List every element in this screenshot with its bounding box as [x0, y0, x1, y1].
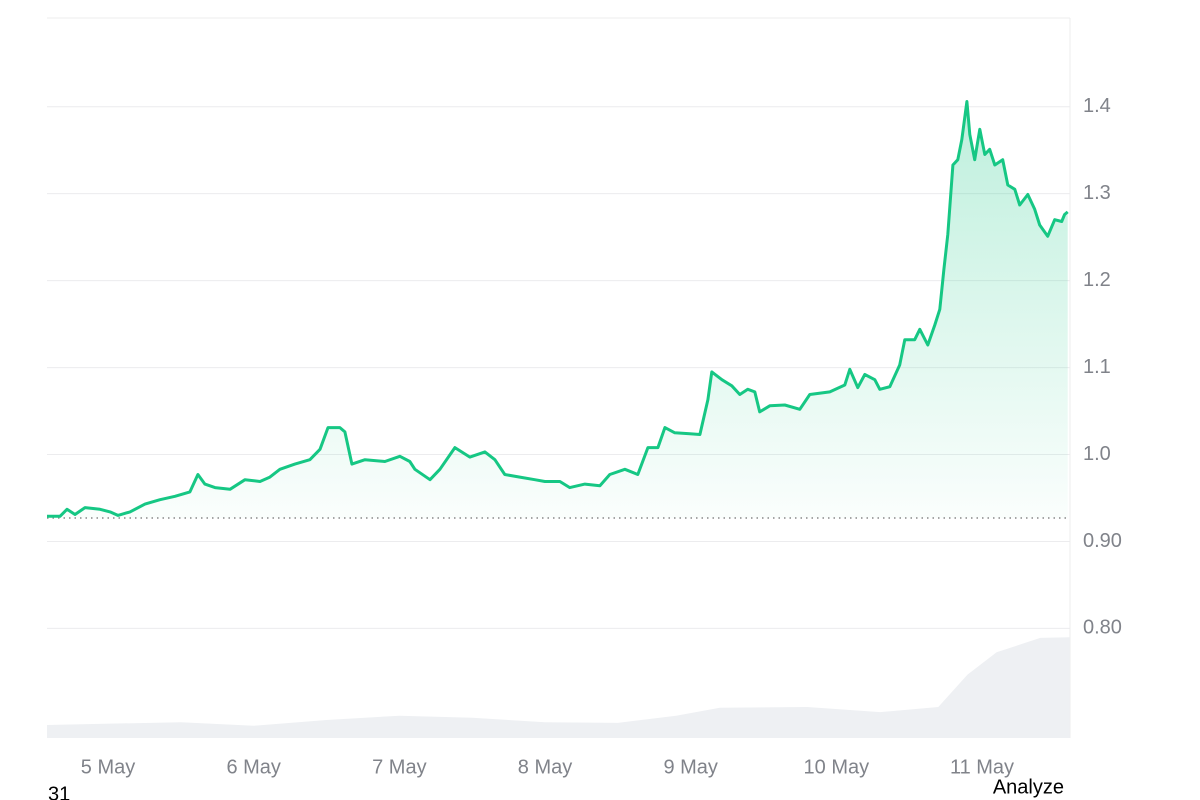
x-tick-label: 6 May — [226, 756, 280, 778]
y-tick-label: 1.1 — [1083, 356, 1111, 378]
y-tick-label: 1.3 — [1083, 182, 1111, 204]
y-tick-label: 0.90 — [1083, 530, 1122, 552]
analyze-button[interactable]: Analyze — [993, 776, 1064, 798]
x-tick-label: 5 May — [81, 756, 135, 778]
x-tick-label: 10 May — [804, 756, 870, 778]
y-tick-label: 1.0 — [1083, 443, 1111, 465]
x-tick-label: 7 May — [372, 756, 426, 778]
y-tick-label: 0.80 — [1083, 617, 1122, 639]
price-line — [47, 100, 1069, 518]
y-tick-label: 1.4 — [1083, 95, 1111, 117]
footer-left: 31 — [48, 783, 70, 800]
x-tick-label: 8 May — [518, 756, 572, 778]
y-tick-label: 1.2 — [1083, 269, 1111, 291]
volume-area — [47, 637, 1070, 738]
price-area — [47, 101, 1068, 518]
x-tick-label: 9 May — [663, 756, 717, 778]
x-tick-label: 11 May — [950, 756, 1014, 778]
